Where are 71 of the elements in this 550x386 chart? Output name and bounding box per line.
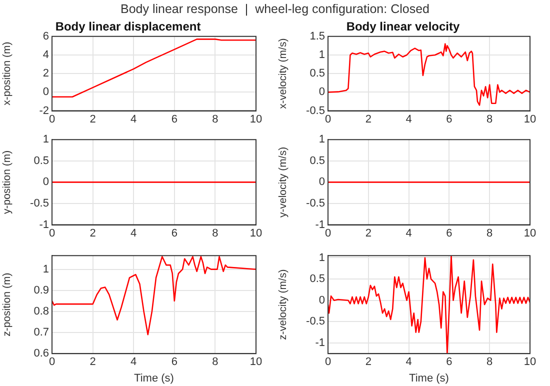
- x-tick-label: 10: [524, 227, 536, 240]
- y-tick-label: 0.5: [34, 154, 49, 167]
- text: Body linear response | wheel-leg configuration: Closed: [120, 2, 430, 16]
- y-tick-label: 0.5: [310, 273, 325, 286]
- x-tick-label: 4: [130, 356, 137, 368]
- x-tick-label: 8: [486, 227, 493, 240]
- y-axis-title: y-position (m): [1, 150, 14, 214]
- y-tick-label: 0: [318, 294, 325, 306]
- x-tick-label: 10: [250, 356, 262, 368]
- y-axis-title: z-velocity (m/s): [277, 269, 290, 340]
- x-tick-label: 6: [171, 356, 178, 368]
- y-tick-label: 2: [42, 68, 49, 80]
- x-tick-label: 2: [90, 113, 96, 126]
- y-tick-label: 0: [42, 86, 49, 98]
- x-tick-label: 4: [406, 113, 412, 126]
- y-tick-label: 0.5: [310, 68, 325, 80]
- x-tick-label: 6: [171, 113, 178, 126]
- y-tick-label: 0.7: [34, 326, 49, 339]
- x-tick-label: 2: [365, 227, 372, 240]
- y-tick-label: -0.5: [306, 316, 325, 328]
- y-tick-label: -0.5: [30, 198, 49, 210]
- y-tick-label: 0.8: [34, 305, 49, 318]
- y-axis-title: x-velocity (m/s): [277, 38, 290, 109]
- y-tick-label: -2: [39, 104, 49, 117]
- y-tick-label: 0.6: [34, 348, 49, 360]
- y-tick-label: 0.5: [310, 154, 325, 167]
- y-tick-label: 1: [318, 134, 325, 146]
- y-axis-title: z-position (m): [1, 272, 14, 336]
- x-tick-label: 6: [446, 113, 452, 126]
- y-tick-label: 1: [42, 263, 49, 276]
- x-tick-label: 6: [446, 356, 452, 368]
- y-tick-label: -1: [39, 218, 49, 231]
- x-tick-label: 2: [90, 356, 96, 368]
- y-tick-label: 0: [318, 176, 325, 188]
- y-tick-label: -1: [315, 336, 325, 349]
- x-tick-label: 2: [365, 113, 372, 126]
- x-tick-label: 8: [212, 113, 218, 126]
- y-tick-label: 1: [318, 49, 325, 62]
- x-tick-label: 10: [250, 113, 262, 126]
- x-tick-label: 10: [250, 227, 262, 240]
- chart-title: Body linear displacement: [55, 20, 201, 34]
- x-tick-label: 6: [446, 227, 452, 240]
- y-tick-label: 6: [42, 30, 49, 42]
- x-axis-title: Time (s): [409, 372, 449, 384]
- chart-title: Body linear velocity: [346, 20, 460, 34]
- x-tick-label: 8: [486, 113, 493, 126]
- x-tick-label: 8: [486, 356, 493, 368]
- y-tick-label: -1: [315, 218, 325, 231]
- x-tick-label: 4: [130, 227, 137, 240]
- x-tick-label: 10: [524, 113, 536, 126]
- x-tick-label: 10: [524, 356, 536, 368]
- y-tick-label: 0: [42, 176, 49, 188]
- y-tick-label: 1: [318, 252, 325, 264]
- x-tick-label: 4: [406, 356, 412, 368]
- y-tick-label: -0.5: [306, 104, 325, 117]
- x-axis-title: Time (s): [134, 372, 174, 384]
- y-tick-label: 1.5: [310, 30, 325, 42]
- x-tick-label: 2: [365, 356, 372, 368]
- x-tick-label: 2: [90, 227, 96, 240]
- x-tick-label: 4: [406, 227, 412, 240]
- y-axis-title: x-position (m): [1, 42, 14, 106]
- y-tick-label: 0.9: [34, 284, 49, 296]
- y-tick-label: 1: [42, 134, 49, 146]
- x-tick-label: 8: [212, 356, 218, 368]
- y-tick-label: 4: [42, 49, 49, 62]
- y-tick-label: -0.5: [306, 198, 325, 210]
- y-axis-title: y-velocity (m/s): [277, 146, 290, 218]
- x-tick-label: 8: [212, 227, 218, 240]
- y-tick-label: 0: [318, 86, 325, 98]
- x-tick-label: 6: [171, 227, 178, 240]
- x-tick-label: 4: [130, 113, 137, 126]
